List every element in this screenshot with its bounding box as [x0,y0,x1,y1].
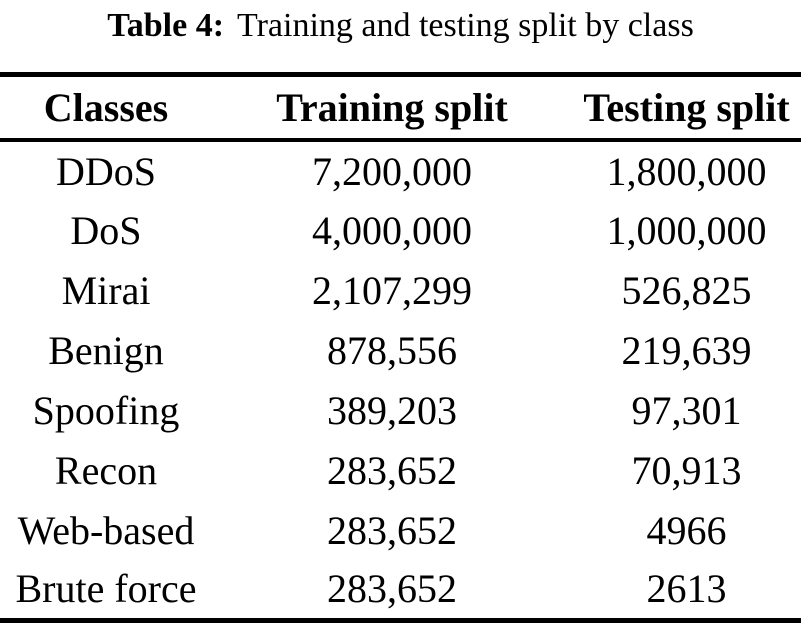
testing-cell: 97,301 [631,387,742,433]
training-cell: 283,652 [327,507,457,553]
table-row: Benign 878,556 219,639 [0,320,801,380]
training-cell: 389,203 [327,387,457,433]
table-header: Classes Training split Testing split [0,74,801,142]
training-cell: 283,652 [327,447,457,493]
testing-cell: 2613 [646,566,727,612]
table-row: Spoofing 389,203 97,301 [0,380,801,440]
class-cell: Web-based [17,507,195,553]
training-cell: 2,107,299 [312,267,472,313]
training-cell: 878,556 [327,327,457,373]
testing-cell: 526,825 [621,267,752,313]
header-row: Classes Training split Testing split [0,74,801,142]
column-header-testing-split: Testing split [572,74,801,142]
table-row: DoS 4,000,000 1,000,000 [0,200,801,260]
table-caption-label: Table 4: [107,7,225,44]
class-cell: Brute force [15,566,197,612]
testing-cell: 1,800,000 [606,148,767,194]
class-cell: Recon [54,447,158,493]
testing-cell: 4966 [646,507,727,553]
table-body: DDoS 7,200,000 1,800,000 DoS 4,000,000 1… [0,140,801,620]
table-row: Recon 283,652 70,913 [0,440,801,500]
training-cell: 283,652 [327,566,457,612]
table-caption-text: Training and testing split by class [237,7,694,44]
training-cell: 4,000,000 [312,207,472,253]
class-cell: DDoS [55,148,157,194]
column-header-classes: Classes [0,74,212,142]
class-cell: DoS [70,207,142,253]
training-cell: 7,200,000 [312,148,472,194]
testing-cell: 70,913 [631,447,742,493]
column-header-training-split: Training split [212,74,572,142]
class-cell: Spoofing [32,387,180,433]
table-caption: Table 4: Training and testing split by cl… [0,0,801,48]
table-row: Web-based 283,652 4966 [0,500,801,560]
class-cell: Mirai [61,267,151,313]
testing-cell: 219,639 [621,327,752,373]
testing-cell: 1,000,000 [606,207,767,253]
train-test-split-table: Classes Training split Testing split DDo… [0,71,801,623]
table-row: DDoS 7,200,000 1,800,000 [0,140,801,200]
table-row: Mirai 2,107,299 526,825 [0,260,801,320]
table-row: Brute force 283,652 2613 [0,560,801,620]
class-cell: Benign [48,327,164,373]
